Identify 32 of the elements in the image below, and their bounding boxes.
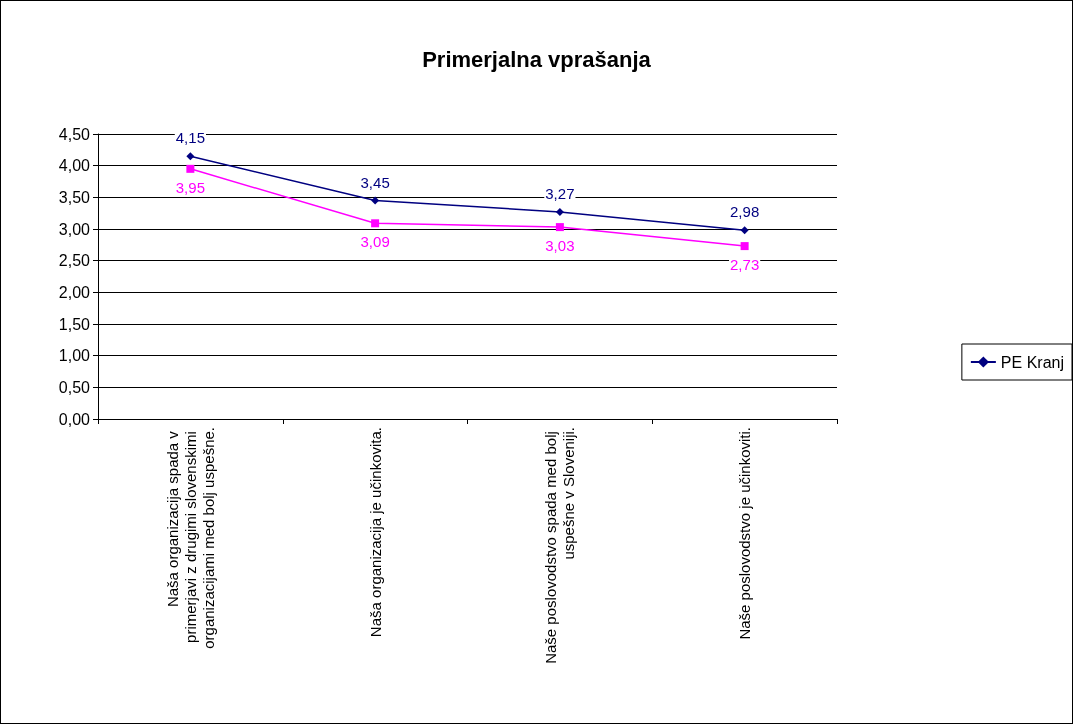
point [186, 164, 195, 173]
point [371, 219, 380, 228]
point [740, 226, 749, 235]
data-label: 3,09 [360, 233, 390, 251]
y-tick-label: 4,00 [58, 157, 91, 175]
point [740, 242, 749, 251]
chart-title: Primerjalna vprašanja [422, 46, 652, 72]
data-label: 3,27 [545, 184, 575, 202]
point [555, 207, 564, 216]
y-tick-label: 3,50 [58, 188, 91, 206]
data-label: 3,45 [360, 173, 390, 191]
data-label: 2,73 [730, 256, 760, 274]
x-tick-label: Naša organizacija spada v primerjavi z drugimi slovenskimi organizacijami med bolj uspešne. [163, 427, 217, 649]
y-tick-label: 2,50 [58, 252, 91, 270]
x-tick-label: Naša organizacija je učinkovita. [366, 427, 384, 638]
y-tick-label: 1,50 [58, 315, 91, 333]
y-tick-label: 1,00 [58, 347, 91, 365]
point [186, 152, 195, 161]
data-label: 3,03 [545, 237, 575, 255]
y-tick-label: 4,50 [58, 125, 91, 143]
y-tick-label: 3,00 [58, 220, 91, 238]
y-tick-label: 0,00 [58, 410, 91, 428]
legend-label: PE Kranj [1000, 353, 1064, 371]
data-label: 3,95 [175, 178, 205, 196]
x-tick-label: Naše poslovodstvo je učinkoviti. [736, 427, 754, 640]
data-label: 4,15 [175, 129, 205, 147]
point [555, 223, 564, 232]
x-tick-label: Naše poslovodstvo spada med bolj uspešne v Sloveniji. [542, 427, 578, 664]
y-tick-label: 0,50 [58, 378, 91, 396]
data-label: 2,98 [730, 203, 760, 221]
point [371, 196, 380, 205]
y-tick-label: 2,00 [58, 283, 91, 301]
